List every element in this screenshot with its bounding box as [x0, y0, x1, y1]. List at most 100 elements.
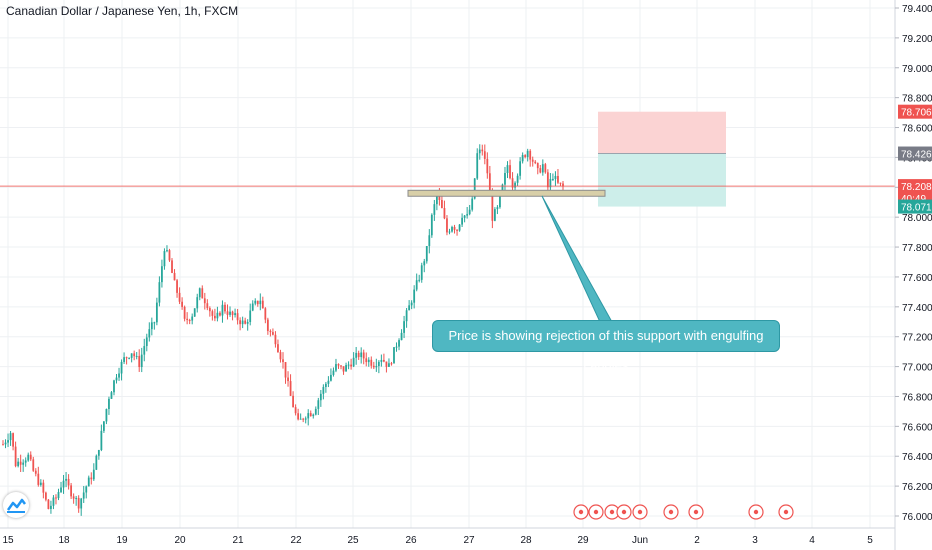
- price-label-text: 78.071: [901, 203, 932, 214]
- candle-body: [337, 364, 340, 366]
- price-axis-label: 76.800: [902, 392, 932, 403]
- candle-body: [504, 172, 506, 185]
- candle-body: [307, 413, 310, 419]
- candle-body: [350, 364, 353, 367]
- candle-body: [357, 352, 360, 358]
- candle-body: [526, 150, 529, 158]
- price-label-text: 78.426: [901, 150, 932, 161]
- candle-body: [443, 208, 446, 219]
- candle-body: [324, 383, 327, 387]
- candle-body: [125, 357, 128, 359]
- tradingview-logo-icon[interactable]: [3, 492, 29, 518]
- candle-body: [282, 359, 284, 363]
- price-axis-label: 76.000: [902, 512, 932, 523]
- candle-body: [473, 178, 476, 199]
- candle-body: [168, 250, 171, 261]
- price-axis-label: 79.400: [902, 4, 932, 15]
- candle-body: [549, 178, 552, 188]
- candle-body: [239, 320, 242, 325]
- candle-body: [509, 165, 511, 179]
- candle-body: [50, 505, 52, 509]
- candle-body: [486, 158, 489, 174]
- time-axis-label: 3: [752, 535, 758, 546]
- candle-body: [135, 355, 138, 357]
- candle-body: [216, 312, 219, 319]
- candle-body: [355, 352, 358, 358]
- candle-body: [203, 298, 206, 304]
- candle-body: [108, 398, 110, 410]
- candle-body: [395, 346, 398, 348]
- candle-body: [70, 485, 73, 497]
- take-profit-zone: [598, 153, 726, 207]
- candle-body: [120, 361, 123, 374]
- candle-body: [138, 355, 141, 368]
- candle-body: [342, 366, 345, 372]
- candle-body: [19, 461, 22, 465]
- candle-body: [72, 496, 75, 499]
- price-axis-label: 77.400: [902, 303, 932, 314]
- candle-body: [562, 183, 564, 187]
- candle-body: [335, 364, 337, 371]
- candle-body: [516, 175, 519, 183]
- candle-body: [488, 173, 491, 193]
- candle-body: [398, 340, 400, 347]
- candle-body: [42, 482, 45, 493]
- candle-body: [451, 226, 453, 232]
- candle-body: [524, 155, 527, 158]
- candle-body: [171, 260, 173, 273]
- candle-body: [413, 289, 416, 303]
- candle-body: [213, 315, 216, 319]
- candle-body: [478, 149, 481, 154]
- candles: [2, 144, 564, 516]
- candle-body: [499, 194, 501, 208]
- time-axis-label: 2: [694, 535, 700, 546]
- candle-body: [264, 308, 267, 320]
- candle-body: [272, 332, 274, 335]
- candle-body: [367, 359, 370, 363]
- candle-body: [506, 165, 509, 173]
- candle-body: [435, 194, 438, 205]
- candle-body: [287, 377, 289, 382]
- candle-body: [196, 297, 199, 309]
- candle-body: [390, 363, 393, 365]
- candle-body: [133, 353, 136, 357]
- candle-body: [519, 161, 522, 176]
- candle-body: [128, 357, 131, 359]
- candle-body: [304, 418, 307, 420]
- candle-body: [2, 444, 4, 446]
- price-axis-label: 78.000: [902, 213, 932, 224]
- candle-body: [405, 310, 408, 322]
- candle-body: [12, 433, 14, 447]
- candle-body: [7, 440, 9, 443]
- candle-body: [511, 178, 514, 188]
- candle-body: [32, 459, 35, 471]
- candle-body: [47, 499, 50, 509]
- candle-body: [191, 316, 194, 321]
- candle-body: [90, 477, 93, 480]
- candle-body: [181, 301, 183, 307]
- candle-body: [483, 151, 486, 159]
- event-marker-dot: [693, 509, 699, 515]
- candle-body: [9, 433, 12, 441]
- candle-body: [302, 418, 305, 420]
- candle-body: [380, 359, 383, 362]
- candle-body: [415, 280, 418, 290]
- price-label-tag: [898, 179, 932, 194]
- candle-body: [14, 446, 17, 467]
- candle-body: [448, 231, 451, 233]
- candle-body: [67, 478, 70, 486]
- candle-body: [27, 454, 30, 461]
- candle-body: [103, 421, 105, 431]
- candle-body: [347, 364, 350, 366]
- candle-body: [403, 321, 405, 333]
- time-axis-label: 5: [867, 535, 873, 546]
- candle-body: [145, 337, 148, 347]
- annotation-callout[interactable]: Price is showing rejection of this suppo…: [432, 320, 780, 373]
- candle-body: [249, 310, 252, 322]
- time-axis-label: 15: [2, 535, 14, 546]
- candle-body: [82, 492, 85, 499]
- candle-body: [188, 320, 191, 322]
- candle-body: [269, 330, 272, 333]
- candle-body: [231, 311, 234, 316]
